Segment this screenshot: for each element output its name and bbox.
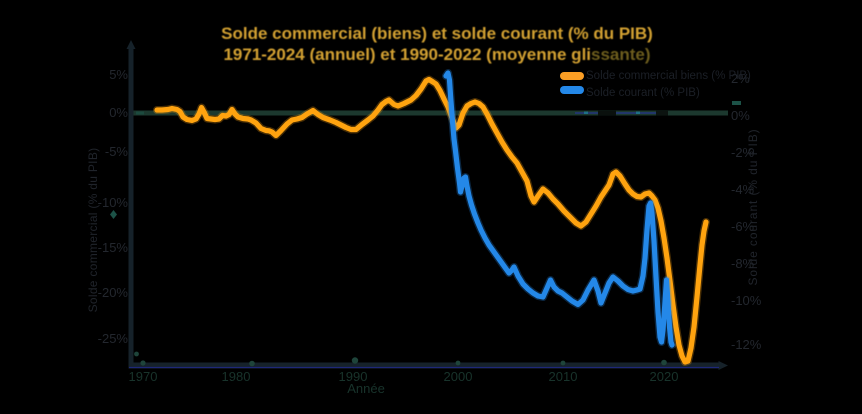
svg-text:-2%: -2% bbox=[731, 145, 755, 160]
svg-text:-15%: -15% bbox=[98, 240, 129, 255]
svg-text:0%: 0% bbox=[731, 108, 750, 123]
svg-text:0%: 0% bbox=[109, 105, 128, 120]
svg-text:2%: 2% bbox=[731, 71, 750, 86]
svg-text:2020: 2020 bbox=[650, 369, 679, 384]
svg-text:-4%: -4% bbox=[731, 182, 755, 197]
svg-text:5%: 5% bbox=[109, 67, 128, 82]
svg-text:1970: 1970 bbox=[129, 369, 158, 384]
svg-text:Solde commercial biens (% PIB): Solde commercial biens (% PIB) bbox=[586, 70, 751, 82]
svg-text:-8%: -8% bbox=[731, 256, 755, 271]
svg-text:Solde courant (% du PIB): Solde courant (% du PIB) bbox=[746, 128, 760, 285]
svg-text:1971-2024 (annuel) et 1990-202: 1971-2024 (annuel) et 1990-2022 (moyenne… bbox=[223, 45, 650, 64]
svg-text:-12%: -12% bbox=[731, 337, 762, 352]
svg-text:2010: 2010 bbox=[549, 369, 578, 384]
svg-text:-10%: -10% bbox=[98, 195, 129, 210]
svg-text:-5%: -5% bbox=[105, 144, 129, 159]
svg-text:Solde commercial (biens) et so: Solde commercial (biens) et solde couran… bbox=[221, 24, 653, 43]
svg-text:2000: 2000 bbox=[444, 369, 473, 384]
svg-text:Année: Année bbox=[347, 381, 385, 396]
svg-text:-25%: -25% bbox=[98, 331, 129, 346]
svg-text:1980: 1980 bbox=[222, 369, 251, 384]
svg-text:Solde courant (% PIB): Solde courant (% PIB) bbox=[586, 87, 700, 99]
svg-text:-10%: -10% bbox=[731, 293, 762, 308]
svg-text:1990: 1990 bbox=[339, 369, 368, 384]
svg-text:Solde commercial (% du PIB): Solde commercial (% du PIB) bbox=[86, 148, 100, 313]
svg-text:-6%: -6% bbox=[731, 219, 755, 234]
svg-text:-20%: -20% bbox=[98, 285, 129, 300]
